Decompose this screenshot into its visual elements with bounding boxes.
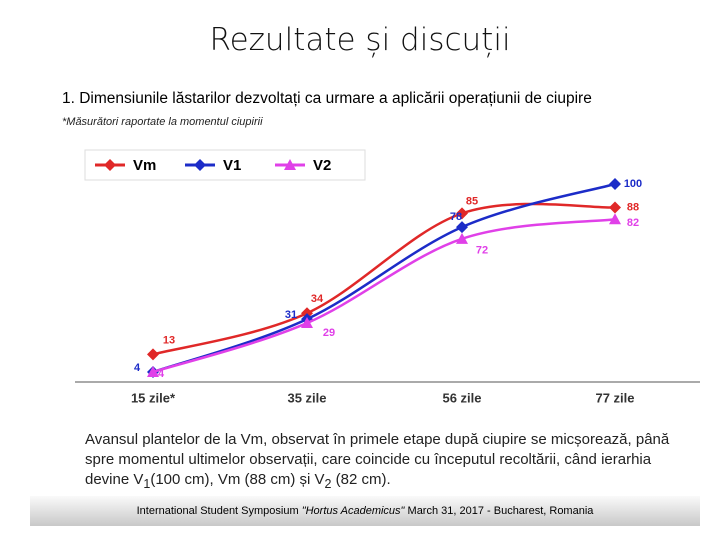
footer: International Student Symposium "Hortus … [30,496,700,526]
text: International Student Symposium [136,505,302,517]
marker [147,366,159,377]
marker [609,213,621,225]
subscript: 1 [143,477,151,491]
data-label: 82 [627,217,639,229]
marker [609,201,621,214]
data-label: 4 [158,368,165,380]
text: (82 cm). [331,471,391,488]
data-label: 4 [134,362,141,374]
marker [456,232,468,244]
data-label: 29 [323,327,335,339]
data-label: 78 [450,211,462,223]
subscript: 2 [324,477,332,491]
x-tick-label: 56 zile [442,390,481,405]
series-line [152,218,616,374]
text: Avansul plantelor de la Vm, observat în … [85,431,670,488]
data-label: 85 [466,195,478,207]
legend-label: Vm [133,157,156,174]
paragraph: Avansul plantelor de la Vm, observat în … [85,430,695,494]
legend-marker [194,159,206,171]
marker [456,207,468,220]
legend-marker [104,159,116,171]
legend-label: V1 [223,157,241,174]
x-tick-label: 77 zile [595,390,634,405]
marker [301,317,313,329]
legend-box [84,149,366,181]
data-label: 88 [627,201,639,213]
legend-marker [284,159,296,170]
text: (100 cm), Vm (88 cm) și V [150,471,325,488]
data-label: 72 [476,245,488,257]
slide-title: Rezultate și discuții [209,22,511,58]
data-label: 100 [624,178,642,190]
series-line [152,182,616,374]
x-tick-label: 15 zile* [131,390,176,405]
note: *Măsurători raportate la momentul ciupir… [62,116,263,128]
subtitle: 1. Dimensiunile lăstarilor dezvoltați ca… [62,90,592,107]
x-tick-label: 35 zile [287,390,326,405]
legend-label: V2 [313,157,331,174]
text: "Hortus Academicus" [301,505,405,517]
series-line [152,202,616,356]
data-label: 34 [311,293,324,305]
marker [609,178,621,190]
data-label: 31 [285,309,297,321]
data-label: 13 [163,334,175,346]
marker [456,221,468,234]
marker [147,348,159,361]
text: March 31, 2017 - Bucharest, Romania [404,505,594,517]
